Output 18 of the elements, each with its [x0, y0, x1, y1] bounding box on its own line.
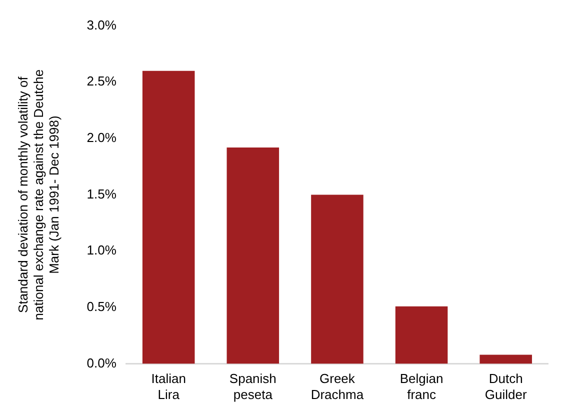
x-tick-label: Italian Lira	[151, 371, 186, 402]
y-tick-label: 1.5%	[86, 186, 117, 202]
y-tick-label: 0.0%	[86, 355, 117, 370]
y-axis-title: Standard deviation of monthly volatility of national exchange rate against the Deutche Mark (Jan 1991- Dec 1998)	[15, 69, 62, 320]
bar	[226, 147, 280, 364]
y-tick-label: 0.5%	[86, 299, 117, 314]
x-tick-label: Dutch Guilder	[484, 371, 528, 402]
y-tick-label: 2.5%	[86, 74, 117, 89]
y-tick-label: 1.0%	[86, 242, 117, 258]
y-tick-label: 3.0%	[86, 17, 117, 32]
x-tick-label: Spanish peseta	[229, 371, 276, 402]
y-tick-label: 2.0%	[86, 130, 117, 146]
bar	[395, 306, 448, 364]
bar	[480, 354, 532, 364]
x-tick-label: Belgian franc	[400, 371, 444, 402]
bar	[311, 194, 364, 364]
bar	[142, 70, 195, 364]
x-tick-label: Greek Drachma	[310, 371, 364, 402]
